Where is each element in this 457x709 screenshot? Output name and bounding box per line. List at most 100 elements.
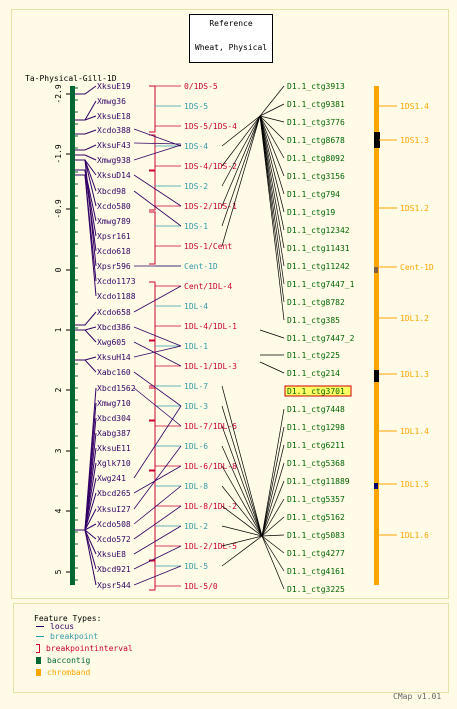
interval-label[interactable]: 1DL-1/1DL-3	[184, 362, 237, 371]
interval-label[interactable]: 1DL-6/1DL-8	[184, 462, 237, 471]
interval-label[interactable]: 1DS-4/1DS-2	[184, 162, 237, 171]
contig-label[interactable]: D1.1_ctg794	[287, 190, 340, 199]
locus-label[interactable]: Xbcd304	[97, 414, 131, 423]
locus-label[interactable]: XksuF43	[97, 141, 131, 150]
contig-label[interactable]: D1.1_ctg3225	[287, 585, 345, 594]
locus-label[interactable]: Xglk710	[97, 459, 131, 468]
locus-label[interactable]: Xbcd386	[97, 323, 131, 332]
locus-label[interactable]: Xmwg789	[97, 217, 131, 226]
contig-label[interactable]: D1.1_ctg8092	[287, 154, 345, 163]
locus-label[interactable]: Xmwg36	[97, 97, 126, 106]
contig-label[interactable]: D1.1_ctg8782	[287, 298, 345, 307]
contig-label[interactable]: D1.1_ctg3776	[287, 118, 345, 127]
locus-label[interactable]: Xbcd98	[97, 187, 126, 196]
locus-label[interactable]: Xcdo1173	[97, 277, 136, 286]
contig-label[interactable]: D1.1_ctg3913	[287, 82, 345, 91]
contig-label[interactable]: D1.1_ctg214	[287, 369, 340, 378]
interval-label[interactable]: 1DL-2	[184, 522, 208, 531]
interval-label[interactable]: 1DL-8/1DL-2	[184, 502, 237, 511]
interval-label[interactable]: 1DL-1	[184, 342, 208, 351]
interval-label[interactable]: 1DS-2	[184, 182, 208, 191]
interval-label[interactable]: Cent/1DL-4	[184, 282, 232, 291]
interval-label[interactable]: 1DS-5	[184, 102, 208, 111]
interval-label[interactable]: 1DS-1/Cent	[184, 242, 232, 251]
interval-label[interactable]: 1DS-1	[184, 222, 208, 231]
map-title[interactable]: Ta-Physical-Gill-1D	[25, 74, 117, 83]
interval-label[interactable]: 1DL-7/1DL-6	[184, 422, 237, 431]
contig-label[interactable]: D1.1_ctg7447_1	[287, 280, 355, 289]
locus-label[interactable]: XksuI27	[97, 505, 131, 514]
contig-label[interactable]: D1.1_ctg5368	[287, 459, 345, 468]
band-label[interactable]: 1DL1.6	[400, 531, 429, 540]
interval-label[interactable]: 1DL-7	[184, 382, 208, 391]
locus-label[interactable]: Xwg241	[97, 474, 126, 483]
band-label[interactable]: 1DL1.2	[400, 314, 429, 323]
locus-label[interactable]: Xcdo618	[97, 247, 131, 256]
locus-label[interactable]: Xpsr161	[97, 232, 131, 241]
interval-label[interactable]: 1DL-4	[184, 302, 208, 311]
band-label[interactable]: 1DS1.2	[400, 204, 429, 213]
interval-label[interactable]: 1DS-5/1DS-4	[184, 122, 237, 131]
contig-label[interactable]: D1.1_ctg12342	[287, 226, 350, 235]
contig-label[interactable]: D1.1_ctg4277	[287, 549, 345, 558]
band-label[interactable]: 1DL1.3	[400, 370, 429, 379]
contig-label[interactable]: D1.1_ctg1298	[287, 423, 345, 432]
locus-label[interactable]: Xcdo508	[97, 520, 131, 529]
interval-label[interactable]: 1DL-6	[184, 442, 208, 451]
locus-label[interactable]: XksuE8	[97, 550, 126, 559]
interval-label[interactable]: 1DL-2/1DL-5	[184, 542, 237, 551]
contig-label[interactable]: D1.1_ctg9381	[287, 100, 345, 109]
interval-label[interactable]: 1DS-4	[184, 142, 208, 151]
locus-label[interactable]: XksuH14	[97, 353, 131, 362]
interval-label[interactable]: 1DS-2/1DS-1	[184, 202, 237, 211]
interval-label[interactable]: 1DL-3	[184, 402, 208, 411]
interval-label[interactable]: 1DL-5	[184, 562, 208, 571]
interval-label[interactable]: Cent-1D	[184, 262, 218, 271]
contig-label[interactable]: D1.1_ctg385	[287, 316, 340, 325]
locus-label[interactable]: Xwg605	[97, 338, 126, 347]
locus-label[interactable]: Xcdo388	[97, 126, 131, 135]
contig-label[interactable]: D1.1_ctg7448	[287, 405, 345, 414]
reference-box[interactable]: Reference Wheat, Physical	[189, 14, 273, 63]
contig-label[interactable]: D1.1_ctg4161	[287, 567, 345, 576]
contig-label[interactable]: D1.1_ctg11242	[287, 262, 350, 271]
contig-label[interactable]: D1.1_ctg3701	[287, 387, 345, 396]
contig-label[interactable]: D1.1_ctg5083	[287, 531, 345, 540]
locus-label[interactable]: Xcdo572	[97, 535, 131, 544]
contig-label[interactable]: D1.1_ctg19	[287, 208, 335, 217]
locus-label[interactable]: Xcdo1188	[97, 292, 136, 301]
locus-label[interactable]: XksuD14	[97, 171, 131, 180]
locus-label[interactable]: Xbcd265	[97, 489, 131, 498]
band-label[interactable]: 1DS1.3	[400, 136, 429, 145]
contig-label[interactable]: D1.1_ctg6211	[287, 441, 345, 450]
locus-label[interactable]: XksuE11	[97, 444, 131, 453]
contig-label[interactable]: D1.1_ctg225	[287, 351, 340, 360]
contig-label[interactable]: D1.1_ctg11431	[287, 244, 350, 253]
contig-label[interactable]: D1.1_ctg5357	[287, 495, 345, 504]
locus-label[interactable]: Xbcd921	[97, 565, 131, 574]
band-label[interactable]: 1DS1.4	[400, 102, 429, 111]
interval-label[interactable]: 1DL-8	[184, 482, 208, 491]
interval-label[interactable]: 1DL-4/1DL-1	[184, 322, 237, 331]
locus-label[interactable]: XksuE18	[97, 112, 131, 121]
interval-label[interactable]: 0/1DS-5	[184, 82, 218, 91]
contig-label[interactable]: D1.1_ctg3156	[287, 172, 345, 181]
band-label[interactable]: Cent-1D	[400, 263, 434, 272]
contig-label[interactable]: D1.1_ctg7447_2	[287, 334, 355, 343]
locus-label[interactable]: Xmwg938	[97, 156, 131, 165]
band-label[interactable]: 1DL1.4	[400, 427, 429, 436]
locus-label[interactable]: Xabc160	[97, 368, 131, 377]
locus-label[interactable]: Xpsr544	[97, 581, 131, 590]
locus-label[interactable]: XksuE19	[97, 82, 131, 91]
locus-label[interactable]: Xpsr596	[97, 262, 131, 271]
contig-label[interactable]: D1.1_ctg8678	[287, 136, 345, 145]
interval-label[interactable]: 1DL-5/0	[184, 582, 218, 591]
contig-label[interactable]: D1.1_ctg5162	[287, 513, 345, 522]
locus-label[interactable]: Xbcd1562	[97, 384, 136, 393]
locus-label[interactable]: Xmwg710	[97, 399, 131, 408]
locus-label[interactable]: Xcdo580	[97, 202, 131, 211]
locus-label[interactable]: Xcdo658	[97, 308, 131, 317]
band-label[interactable]: 1DL1.5	[400, 480, 429, 489]
contig-label[interactable]: D1.1_ctg11889	[287, 477, 350, 486]
locus-label[interactable]: Xabg387	[97, 429, 131, 438]
